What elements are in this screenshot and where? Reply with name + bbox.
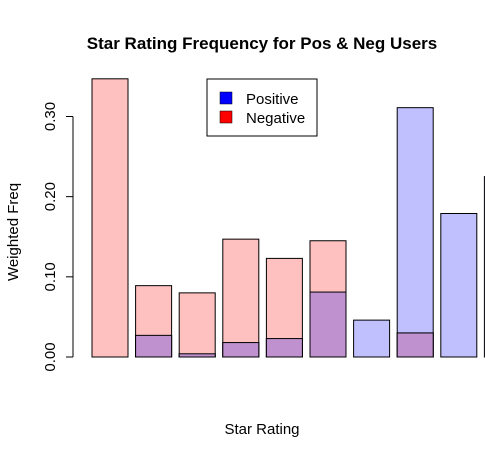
bar-negative-4 <box>223 239 259 357</box>
legend-swatch-negative <box>220 111 232 123</box>
y-tick-label-1: 0.10 <box>42 262 59 291</box>
bar-positive-8 <box>397 108 433 357</box>
y-axis-label: Weighted Freq <box>5 183 22 281</box>
y-tick-label-2: 0.20 <box>42 182 59 211</box>
x-axis-label: Star Rating <box>224 421 299 438</box>
legend-label-negative: Negative <box>246 110 305 127</box>
chart-title: Star Rating Frequency for Pos & Neg User… <box>87 34 437 53</box>
bar-negative-1 <box>92 79 128 357</box>
bar-negative-3 <box>179 293 215 357</box>
legend: Positive Negative <box>207 79 317 136</box>
bar-overlap-3 <box>179 354 215 357</box>
bar-positive-9 <box>441 213 477 357</box>
y-tick-label-0: 0.00 <box>42 342 59 371</box>
legend-label-positive: Positive <box>246 91 299 108</box>
bar-overlap-4 <box>223 343 259 357</box>
bar-positive-7 <box>354 320 390 357</box>
y-axis: 0.00 0.10 0.20 0.30 <box>42 102 73 372</box>
bar-overlap-6 <box>310 292 346 357</box>
bar-overlap-8 <box>397 333 433 357</box>
bar-overlap-5 <box>266 339 302 357</box>
bar-overlap-2 <box>136 335 172 357</box>
y-tick-label-3: 0.30 <box>42 102 59 131</box>
legend-swatch-positive <box>220 92 232 104</box>
